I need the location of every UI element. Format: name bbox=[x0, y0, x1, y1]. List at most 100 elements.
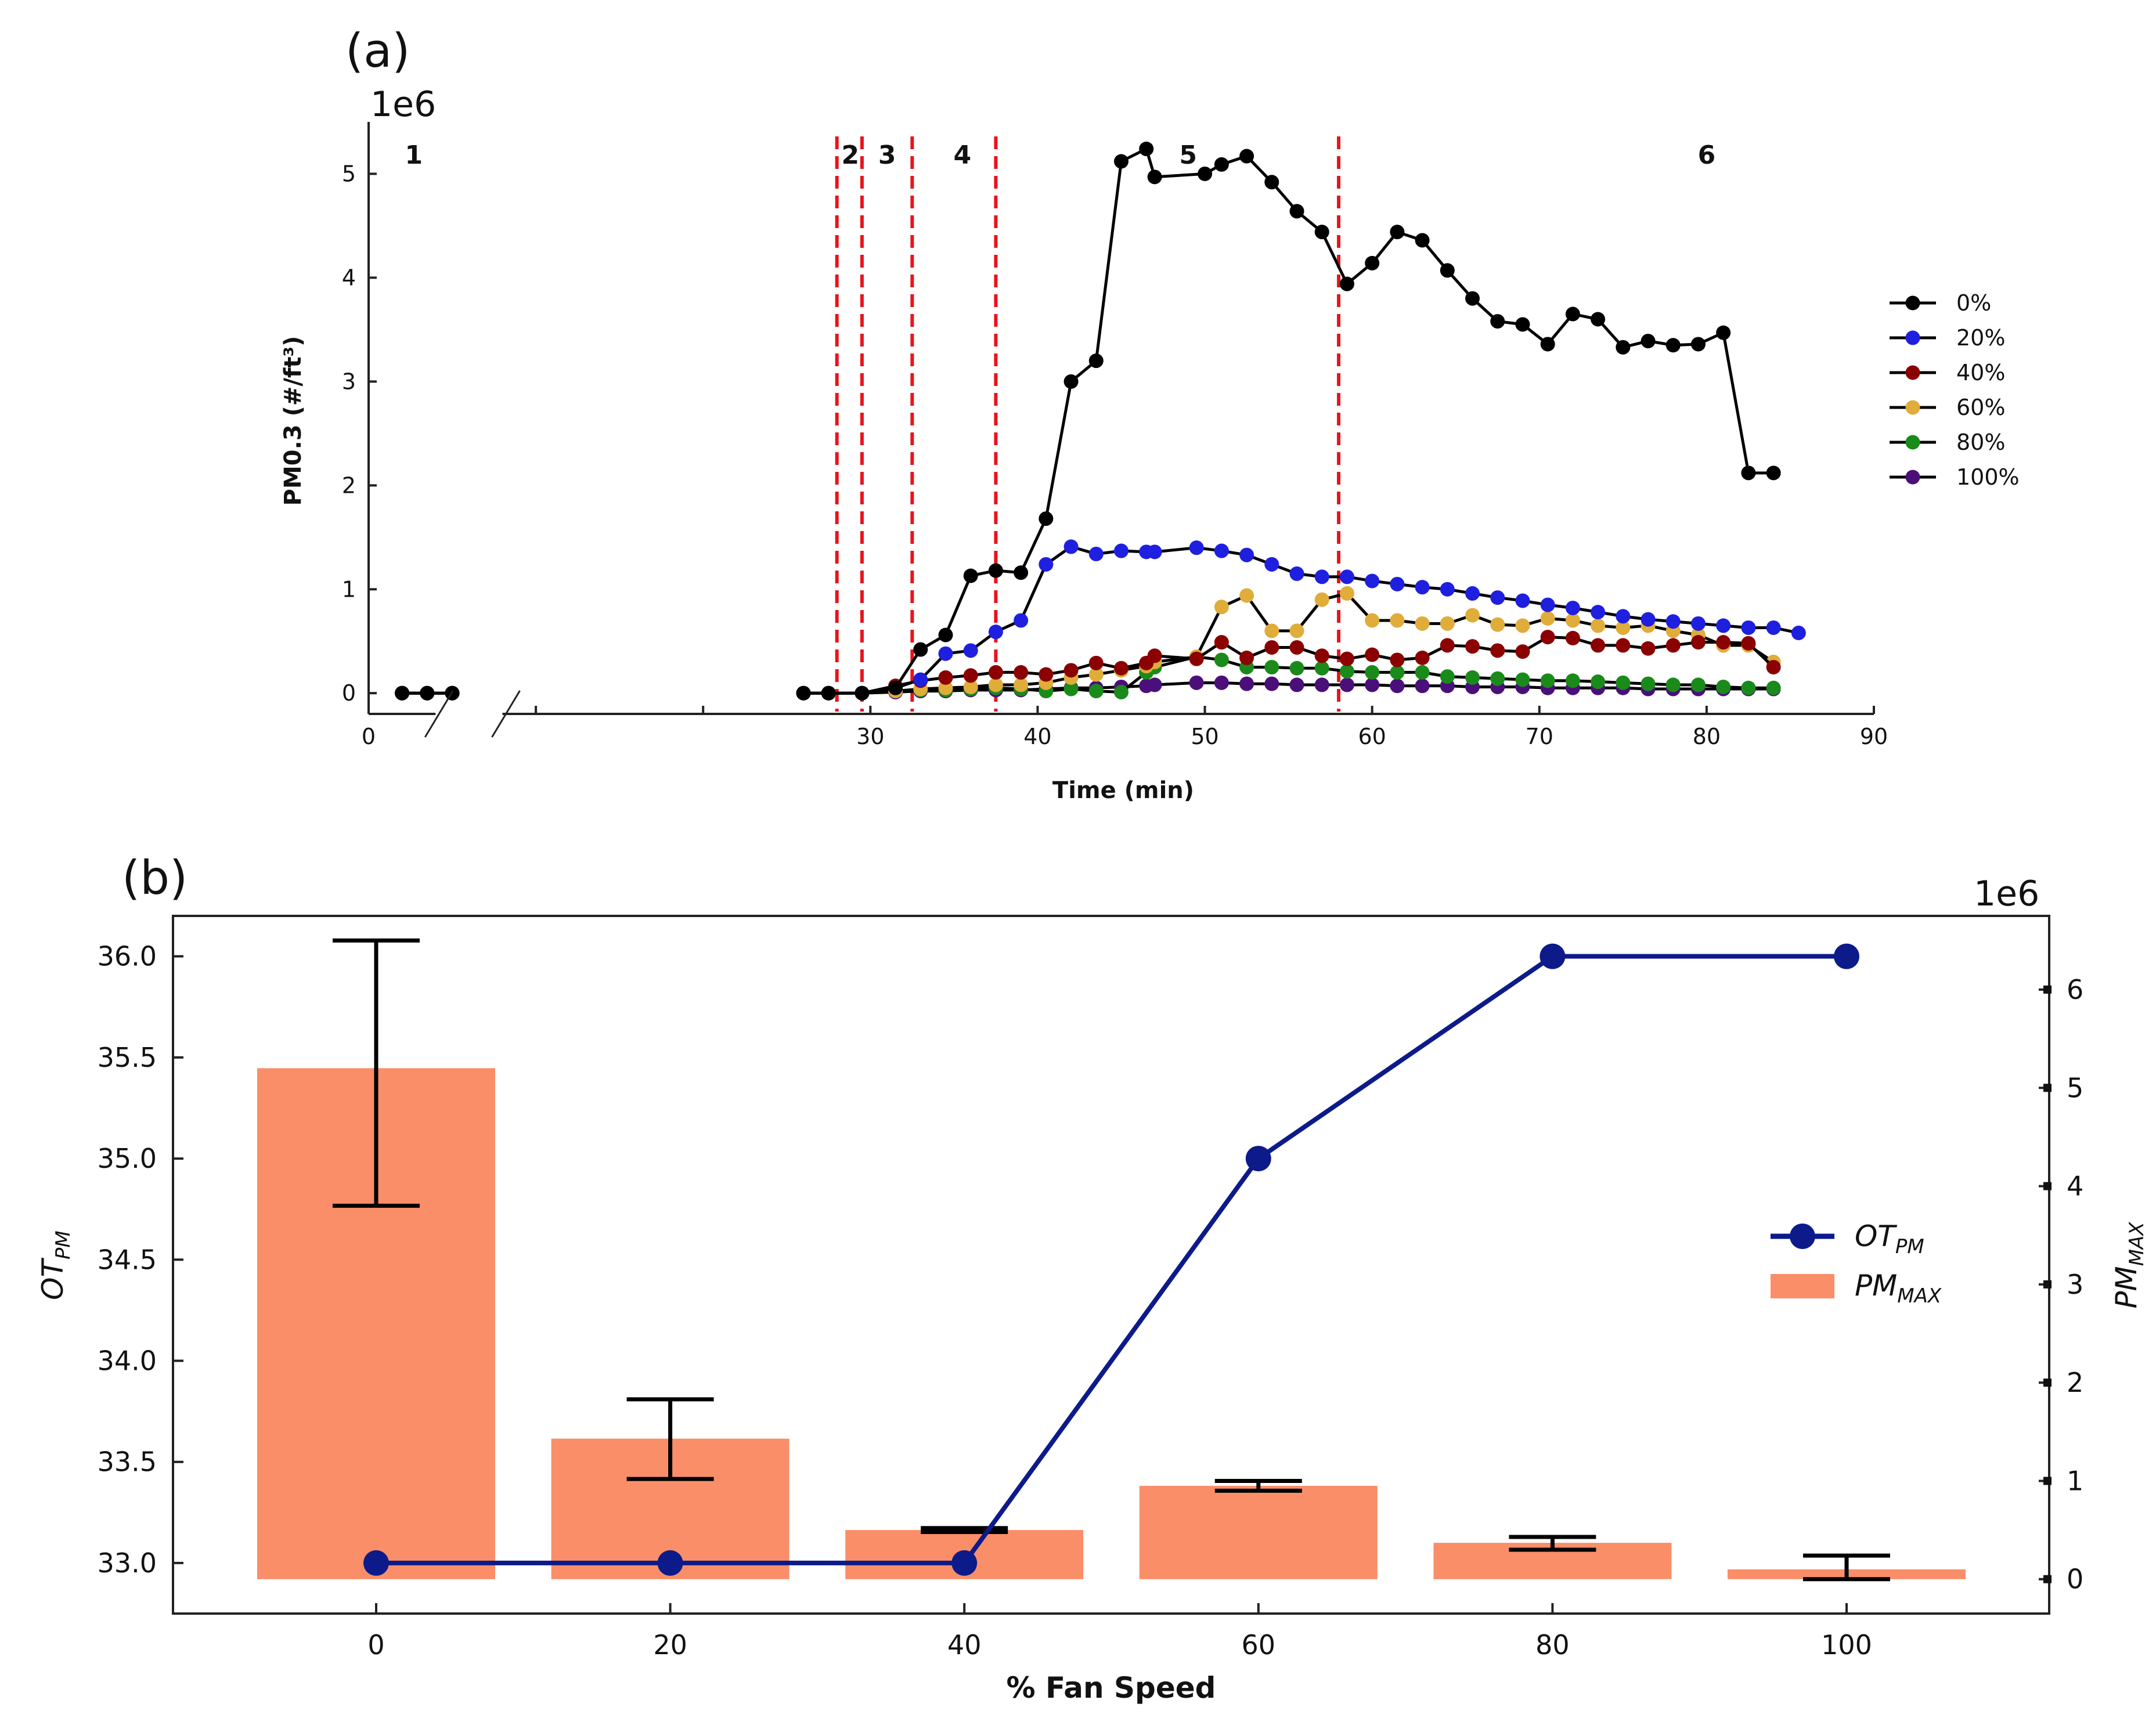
data-point bbox=[938, 646, 953, 661]
legend-entry-80%: 80% bbox=[1890, 430, 2005, 455]
x-tick-label: 40 bbox=[1023, 724, 1051, 749]
data-point bbox=[1540, 597, 1555, 612]
right-tick-label: 4 bbox=[2067, 1171, 2083, 1202]
legend-entry-pm: PMMAX bbox=[1771, 1269, 1942, 1308]
data-point bbox=[1490, 617, 1505, 632]
data-point bbox=[1014, 613, 1029, 628]
data-point bbox=[1147, 169, 1162, 185]
panel-b-left-ticks: 33.0 33.5 34.0 34.5 35.0 35.5 36.0 bbox=[98, 941, 183, 1579]
data-point bbox=[1490, 671, 1505, 686]
legend-label: PMMAX bbox=[1855, 1269, 1942, 1308]
legend-label: 60% bbox=[1956, 395, 2005, 420]
right-tick-label: 0 bbox=[2067, 1564, 2083, 1595]
x-tick-label: 20 bbox=[653, 1629, 687, 1661]
data-point bbox=[1665, 614, 1681, 629]
data-point bbox=[1741, 620, 1756, 635]
data-point bbox=[1540, 611, 1555, 626]
data-point bbox=[1440, 638, 1455, 653]
legend-entry-60%: 60% bbox=[1890, 395, 2005, 420]
data-point bbox=[1591, 674, 1606, 690]
left-tick-label: 35.5 bbox=[98, 1042, 157, 1073]
data-point bbox=[1339, 664, 1354, 679]
panel-b-x-ticks: 0 20 40 60 80 100 bbox=[367, 1603, 1872, 1661]
left-tick-label: 34.5 bbox=[98, 1244, 157, 1275]
data-point bbox=[1766, 465, 1781, 481]
data-point bbox=[1515, 317, 1530, 332]
data-point bbox=[988, 625, 1003, 640]
phase-label: 4 bbox=[953, 140, 971, 170]
legend-label: 0% bbox=[1956, 290, 1991, 316]
error-bar-60 bbox=[1214, 1478, 1302, 1493]
panel-b-right-ticks: 0 1 2 3 4 5 6 bbox=[2039, 974, 2083, 1595]
phase-label: 3 bbox=[878, 140, 896, 170]
data-point bbox=[1766, 680, 1781, 695]
right-tick-square bbox=[2043, 1084, 2052, 1092]
data-point bbox=[1214, 652, 1229, 667]
panel-b-label: (b) bbox=[122, 851, 188, 905]
right-tick-label: 3 bbox=[2067, 1269, 2083, 1300]
data-point bbox=[1440, 616, 1455, 631]
data-point bbox=[1690, 616, 1706, 631]
data-point bbox=[1415, 679, 1430, 694]
data-point bbox=[1289, 640, 1304, 655]
y-tick-label: 2 bbox=[342, 472, 356, 498]
right-tick-square bbox=[2043, 1575, 2052, 1583]
data-point bbox=[1565, 613, 1580, 628]
data-point bbox=[1390, 652, 1405, 667]
data-point bbox=[1214, 543, 1229, 558]
data-point bbox=[1766, 620, 1781, 635]
data-point bbox=[938, 680, 953, 695]
data-point bbox=[988, 563, 1003, 578]
data-point bbox=[1088, 655, 1104, 670]
data-point bbox=[963, 668, 978, 683]
data-point bbox=[1264, 659, 1279, 674]
data-point bbox=[1189, 675, 1204, 690]
data-point bbox=[1690, 677, 1706, 692]
left-tick-label: 34.0 bbox=[98, 1345, 157, 1376]
data-point bbox=[1147, 648, 1162, 663]
data-point bbox=[1314, 661, 1329, 676]
error-bar-100 bbox=[1803, 1553, 1890, 1582]
panel-a-y-axis-title: PM0.3 (#/ft³) bbox=[280, 336, 307, 506]
data-point bbox=[1616, 609, 1631, 624]
data-point bbox=[1490, 590, 1505, 605]
data-point bbox=[1365, 665, 1380, 680]
data-point bbox=[1565, 600, 1580, 615]
y-tick-label: 4 bbox=[342, 265, 356, 290]
data-point bbox=[1214, 675, 1229, 690]
data-point bbox=[1716, 618, 1731, 633]
data-point bbox=[855, 685, 870, 701]
legend-marker bbox=[1905, 330, 1920, 345]
left-tick-label: 33.0 bbox=[98, 1547, 157, 1579]
data-point bbox=[1540, 673, 1555, 688]
error-bar-0 bbox=[333, 938, 420, 1208]
data-point bbox=[1014, 677, 1029, 692]
axis-break-slash bbox=[491, 690, 521, 738]
phase-label: 5 bbox=[1179, 140, 1197, 170]
y-tick-label: 1 bbox=[342, 576, 356, 602]
right-tick-square bbox=[2043, 1182, 2052, 1190]
data-point bbox=[1390, 225, 1405, 240]
data-point bbox=[1465, 639, 1480, 654]
panel-b-x-axis-title: % Fan Speed bbox=[1007, 1671, 1216, 1705]
data-point bbox=[1415, 650, 1430, 665]
x-tick-label: 70 bbox=[1526, 724, 1553, 749]
data-point bbox=[1490, 643, 1505, 658]
data-point bbox=[1239, 676, 1254, 691]
data-point bbox=[1415, 233, 1430, 248]
right-tick-square bbox=[2043, 1477, 2052, 1485]
right-tick-label: 2 bbox=[2067, 1367, 2083, 1398]
legend-label-sub: MAX bbox=[1897, 1284, 1942, 1308]
x-tick-label: 0 bbox=[367, 1629, 384, 1661]
right-tick-square bbox=[2043, 1280, 2052, 1289]
y-tick-label: 5 bbox=[342, 161, 356, 186]
data-point bbox=[1147, 677, 1162, 692]
data-point bbox=[1390, 679, 1405, 694]
data-point bbox=[1641, 641, 1656, 656]
data-point bbox=[395, 685, 410, 701]
data-point bbox=[1314, 648, 1329, 663]
data-point bbox=[913, 642, 928, 657]
data-point bbox=[1189, 540, 1204, 555]
data-point bbox=[1289, 204, 1304, 219]
ot-data-point bbox=[1245, 1146, 1271, 1172]
